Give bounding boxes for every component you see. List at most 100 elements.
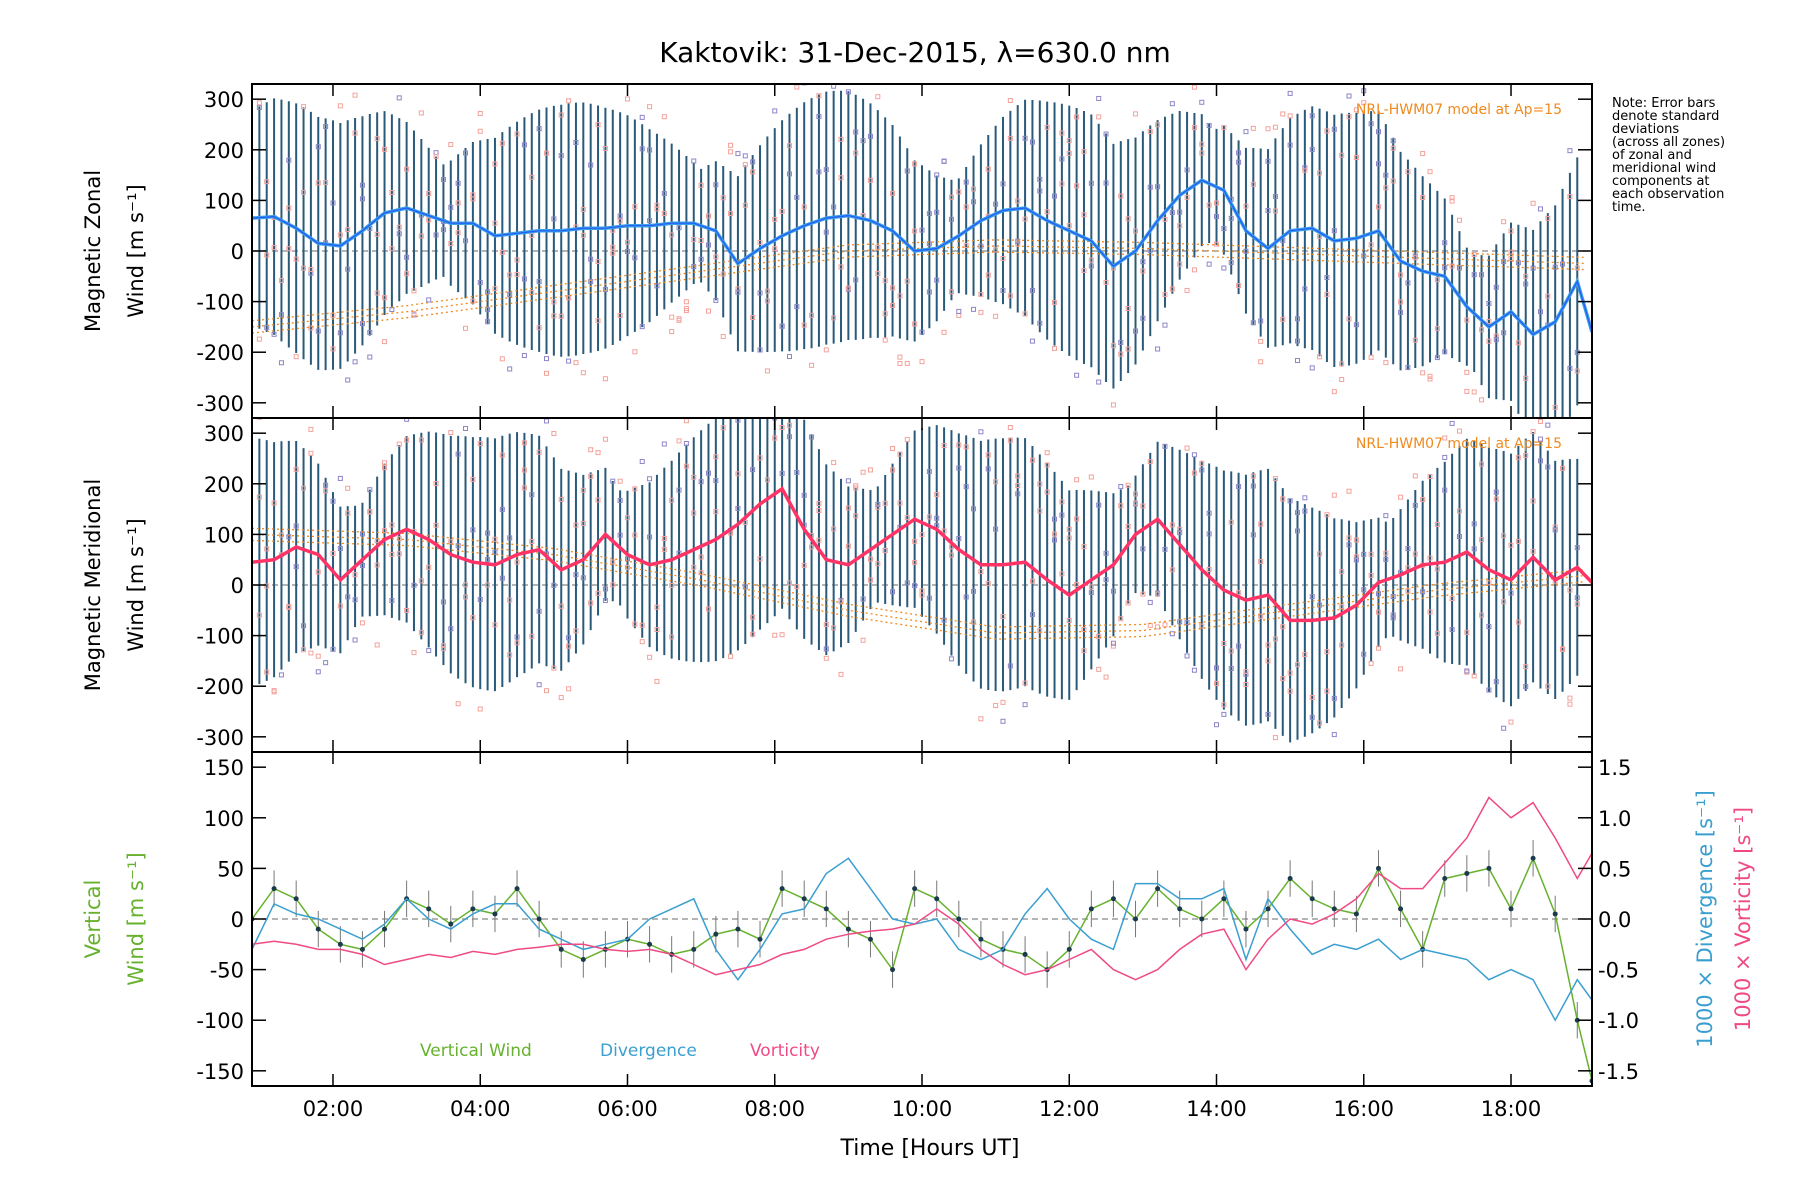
scatter-point <box>529 492 535 498</box>
scatter-point <box>919 532 925 538</box>
scatter-point <box>1523 375 1529 381</box>
scatter-point <box>978 292 984 298</box>
scatter-point <box>823 646 829 652</box>
scatter-point <box>890 190 896 196</box>
scatter-point <box>1258 521 1264 527</box>
scatter-point <box>1530 429 1536 435</box>
scatter-point <box>779 323 785 329</box>
scatter-point <box>1442 349 1448 355</box>
scatter-point <box>529 633 535 639</box>
scatter-point <box>367 509 373 515</box>
note-line: meridional wind <box>1612 161 1716 176</box>
scatter-point <box>1545 215 1551 221</box>
scatter-point <box>485 582 491 588</box>
scatter-point <box>1221 640 1227 646</box>
vertical-wind-point <box>1243 926 1249 932</box>
scatter-point <box>1214 665 1220 671</box>
scatter-point <box>1236 283 1242 289</box>
scatter-point <box>264 546 270 552</box>
scatter-point <box>698 479 704 485</box>
scatter-point <box>278 672 284 678</box>
model-label: NRL-HWM07 model at Ap=15 <box>1356 102 1562 118</box>
scatter-point <box>1110 588 1116 594</box>
note-line: time. <box>1612 200 1646 215</box>
scatter-point <box>1088 263 1094 269</box>
scatter-point <box>558 695 564 701</box>
scatter-point <box>845 285 851 291</box>
scatter-point <box>838 175 844 181</box>
scatter-point <box>595 122 601 128</box>
scatter-point <box>882 500 888 506</box>
scatter-point <box>691 237 697 243</box>
scatter-point <box>477 441 483 447</box>
scatter-point <box>1221 265 1227 271</box>
scatter-point <box>588 447 594 453</box>
vorticity-line <box>252 796 1592 981</box>
scatter-point <box>499 575 505 581</box>
scatter-point <box>1199 141 1205 147</box>
vertical-wind-point <box>823 906 829 912</box>
scatter-point <box>816 169 822 175</box>
scatter-point <box>1133 328 1139 334</box>
scatter-point <box>271 688 277 694</box>
x-axis-label: Time [Hours UT] <box>840 1136 1020 1161</box>
scatter-point <box>286 205 292 211</box>
scatter-point <box>1147 129 1153 135</box>
scatter-point <box>757 290 763 296</box>
scatter-point <box>529 538 535 544</box>
scatter-point <box>566 643 572 649</box>
scatter-point <box>359 562 365 568</box>
scatter-point <box>1125 600 1131 606</box>
scatter-point <box>1214 722 1220 728</box>
vertical-wind-point <box>293 896 299 902</box>
scatter-point <box>1118 351 1124 357</box>
scatter-point <box>374 642 380 648</box>
scatter-point <box>705 606 711 612</box>
scatter-point <box>1066 618 1072 624</box>
scatter-point <box>1074 183 1080 189</box>
scatter-point <box>779 470 785 476</box>
scatter-point <box>632 204 638 210</box>
legend-item: Divergence <box>600 1041 697 1061</box>
scatter-point <box>1353 154 1359 160</box>
scatter-point <box>1250 473 1256 479</box>
scatter-point <box>1052 299 1058 305</box>
scatter-point <box>1015 483 1021 489</box>
scatter-point <box>831 460 837 466</box>
scatter-point <box>1184 445 1190 451</box>
scatter-point <box>683 308 689 314</box>
vertical-wind-point <box>315 926 321 932</box>
scatter-point <box>1405 365 1411 371</box>
divergence-line <box>252 857 1592 1022</box>
scatter-point <box>1228 260 1234 266</box>
scatter-point <box>1059 571 1065 577</box>
scatter-point <box>1140 259 1146 265</box>
scatter-point <box>278 277 284 283</box>
scatter-point <box>1155 346 1161 352</box>
scatter-point <box>411 311 417 317</box>
vertical-wind-point <box>514 886 520 892</box>
panels: NRL-HWM07 model at Ap=15 Magnetic Zonal Wi… <box>81 83 1755 1121</box>
scatter-point <box>956 465 962 471</box>
scatter-point <box>1398 309 1404 315</box>
scatter-point <box>558 313 564 319</box>
scatter-point <box>455 451 461 457</box>
scatter-point <box>286 157 292 163</box>
scatter-point <box>1302 286 1308 292</box>
vertical-wind-point <box>1199 916 1205 922</box>
scatter-point <box>256 494 262 500</box>
scatter-point <box>389 522 395 528</box>
scatter-point <box>647 104 653 110</box>
scatter-point <box>1265 642 1271 648</box>
scatter-point <box>831 625 837 631</box>
scatter-point <box>1309 714 1315 720</box>
scatter-point <box>1177 261 1183 267</box>
scatter-point <box>1243 129 1249 135</box>
scatter-point <box>1368 242 1374 248</box>
scatter-point <box>1339 569 1345 575</box>
scatter-point <box>1110 402 1116 408</box>
scatter-point <box>890 302 896 308</box>
scatter-point <box>1309 694 1315 700</box>
scatter-point <box>1545 683 1551 689</box>
scatter-point <box>624 248 630 254</box>
